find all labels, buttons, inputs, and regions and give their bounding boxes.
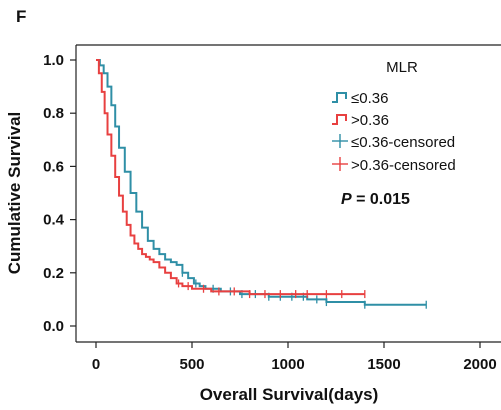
legend-entry-label: >0.36-censored bbox=[351, 157, 456, 174]
y-tick-label: 0.6 bbox=[43, 158, 64, 175]
series-layer bbox=[96, 59, 427, 309]
legend-title: MLR bbox=[386, 59, 418, 76]
y-tick-label: 1.0 bbox=[43, 52, 64, 69]
p-value-text: = 0.015 bbox=[352, 191, 410, 208]
legend-entry-label: ≤0.36-censored bbox=[351, 134, 455, 151]
panel-label: F bbox=[16, 7, 26, 26]
y-tick-label: 0.0 bbox=[43, 318, 64, 335]
x-tick-label: 0 bbox=[92, 356, 100, 373]
legend-entry-label: ≤0.36 bbox=[351, 90, 388, 107]
y-tick-label: 0.4 bbox=[43, 212, 65, 229]
y-axis-title: Cumulative Survival bbox=[5, 112, 24, 275]
x-tick-label: 500 bbox=[179, 356, 204, 373]
axes: 0.0 0.2 0.4 0.6 0.8 1.0 0 500 1000 1500 2000 bbox=[43, 44, 501, 373]
legend: MLR ≤0.36 >0.36 ≤0.36-censored >0.36-censore… bbox=[332, 59, 456, 174]
x-tick-label: 2000 bbox=[463, 356, 496, 373]
legend-step-symbol bbox=[332, 114, 347, 125]
y-tick-label: 0.8 bbox=[43, 105, 64, 122]
survival-curve-high-mlr bbox=[96, 59, 365, 296]
legend-step-symbol bbox=[332, 92, 347, 103]
p-value-label: P bbox=[341, 191, 352, 208]
y-tick-label: 0.2 bbox=[43, 265, 64, 282]
x-tick-label: 1000 bbox=[271, 356, 304, 373]
x-axis-title: Overall Survival(days) bbox=[200, 385, 379, 404]
p-value-annotation: P = 0.015 bbox=[341, 191, 410, 208]
x-tick-label: 1500 bbox=[367, 356, 400, 373]
legend-entry-label: >0.36 bbox=[351, 112, 389, 129]
